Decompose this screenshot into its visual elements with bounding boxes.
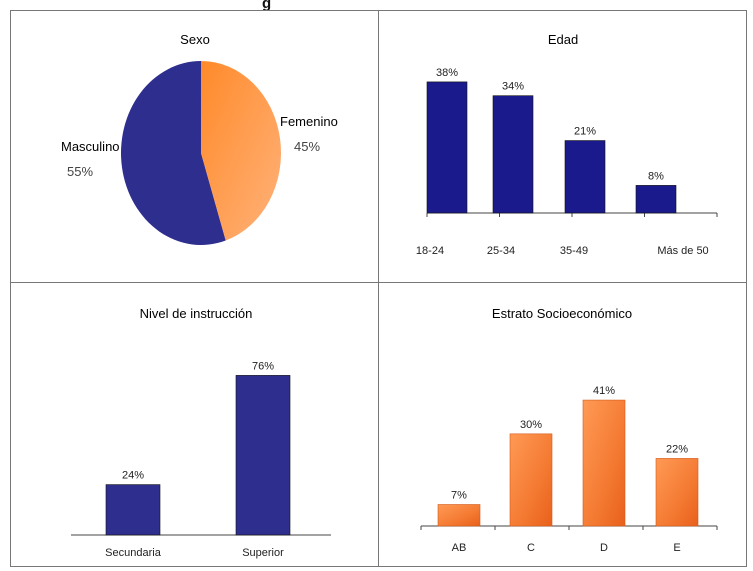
pie-slice-masculino (121, 61, 226, 245)
pie-value-masculino: 55% (67, 164, 93, 179)
bar (426, 81, 468, 214)
category-label: Superior (242, 547, 284, 559)
chart-panel-edad: Edad 38% 18-24 34% 25-34 21% 35-49 8% Más de 50 (378, 10, 747, 283)
pie-label-femenino: Femenino (280, 114, 338, 129)
chart-panel-nivel-instruccion: Nivel de instrucción 24% Secundaria 76% Sup… (10, 282, 379, 567)
data-label: 30% (520, 419, 542, 431)
pie-label-masculino: Masculino (61, 139, 120, 154)
data-label: 76% (252, 360, 274, 372)
category-label: Más de 50 (657, 245, 708, 257)
bar-chart-edad: Edad 38% 18-24 34% 25-34 21% 35-49 8% Más de 50 (416, 32, 718, 257)
data-label: 38% (436, 67, 458, 79)
data-label: 22% (666, 443, 688, 455)
data-label: 21% (574, 126, 596, 138)
bar (582, 399, 626, 527)
data-label: 7% (451, 490, 467, 502)
bar (564, 140, 606, 214)
category-label: D (600, 542, 608, 554)
chart-title: Edad (548, 32, 578, 47)
category-label: C (527, 542, 535, 554)
bar-chart-estrato: Estrato Socioeconómico 7% AB 30% C 41% D 22% E (420, 306, 718, 554)
bar (235, 375, 291, 536)
bar (509, 433, 553, 527)
data-label: 41% (593, 385, 615, 397)
chart-panel-estrato: Estrato Socioeconómico 7% AB 30% C 41% D 22% E (378, 282, 747, 567)
pie-slice-femenino (201, 61, 281, 241)
data-label: 8% (648, 170, 664, 182)
pie-value-femenino: 45% (294, 139, 320, 154)
data-label: 24% (122, 470, 144, 482)
bar (635, 185, 677, 214)
chart-title: Nivel de instrucción (140, 306, 253, 321)
category-label: AB (452, 542, 467, 554)
bar (655, 458, 699, 527)
chart-title: Estrato Socioeconómico (492, 306, 632, 321)
category-label: 35-49 (560, 245, 588, 257)
chart-title: Sexo (180, 32, 210, 47)
bar (492, 95, 534, 214)
bar (437, 504, 481, 527)
category-label: Secundaria (105, 547, 162, 559)
category-label: 18-24 (416, 245, 444, 257)
category-label: 25-34 (487, 245, 515, 257)
category-label: E (673, 542, 680, 554)
pie-chart-sexo: Sexo Masculino 55% Femenino 45% (61, 32, 338, 245)
bar-chart-nivel-instruccion: Nivel de instrucción 24% Secundaria 76% Sup… (71, 306, 331, 559)
chart-panel-sexo: Sexo Masculino 55% Femenino 45% (10, 10, 379, 283)
data-label: 34% (502, 81, 524, 93)
bar (105, 484, 161, 536)
figure-title-fragment: g (262, 0, 272, 12)
